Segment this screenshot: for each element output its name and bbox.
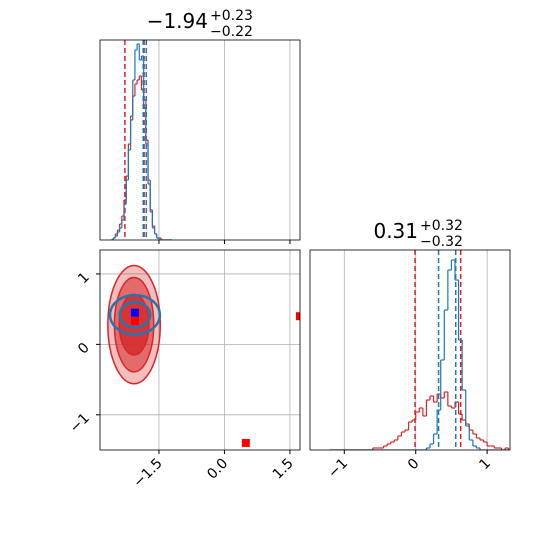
x-tick-label: 0.0 (204, 456, 231, 483)
x-tick-label: 0 (405, 456, 423, 474)
marker (130, 317, 139, 326)
x-tick-label: 1 (476, 456, 494, 474)
panel-title: −1.94 (147, 9, 208, 33)
y-tick-label: 1 (75, 269, 93, 287)
marker (296, 312, 300, 321)
contour-level (108, 293, 162, 336)
y-tick-label: 0 (75, 340, 93, 358)
plot-area (100, 250, 300, 450)
marker (241, 438, 250, 447)
panel-title: 0.31 (373, 219, 418, 243)
panel-frame (99, 249, 301, 451)
hist-riser (372, 392, 510, 450)
panel-frame (99, 39, 301, 241)
hist-riser (112, 44, 160, 240)
x-tick-label: −1 (325, 456, 351, 482)
plot-area (110, 40, 291, 240)
title-lower: −0.32 (420, 234, 463, 250)
title-lower: −0.22 (210, 24, 253, 40)
hist-riser (425, 260, 481, 450)
plot-area (330, 250, 510, 450)
panel-frame (309, 249, 511, 451)
title-upper: +0.32 (420, 218, 463, 234)
x-tick-label: −1.5 (130, 456, 165, 491)
marker (130, 308, 139, 317)
hist-riser (112, 76, 162, 240)
x-tick-label: 1.5 (270, 456, 297, 483)
title-upper: +0.23 (210, 8, 253, 24)
contour-level (118, 300, 152, 329)
y-tick-label: −1 (67, 410, 93, 436)
